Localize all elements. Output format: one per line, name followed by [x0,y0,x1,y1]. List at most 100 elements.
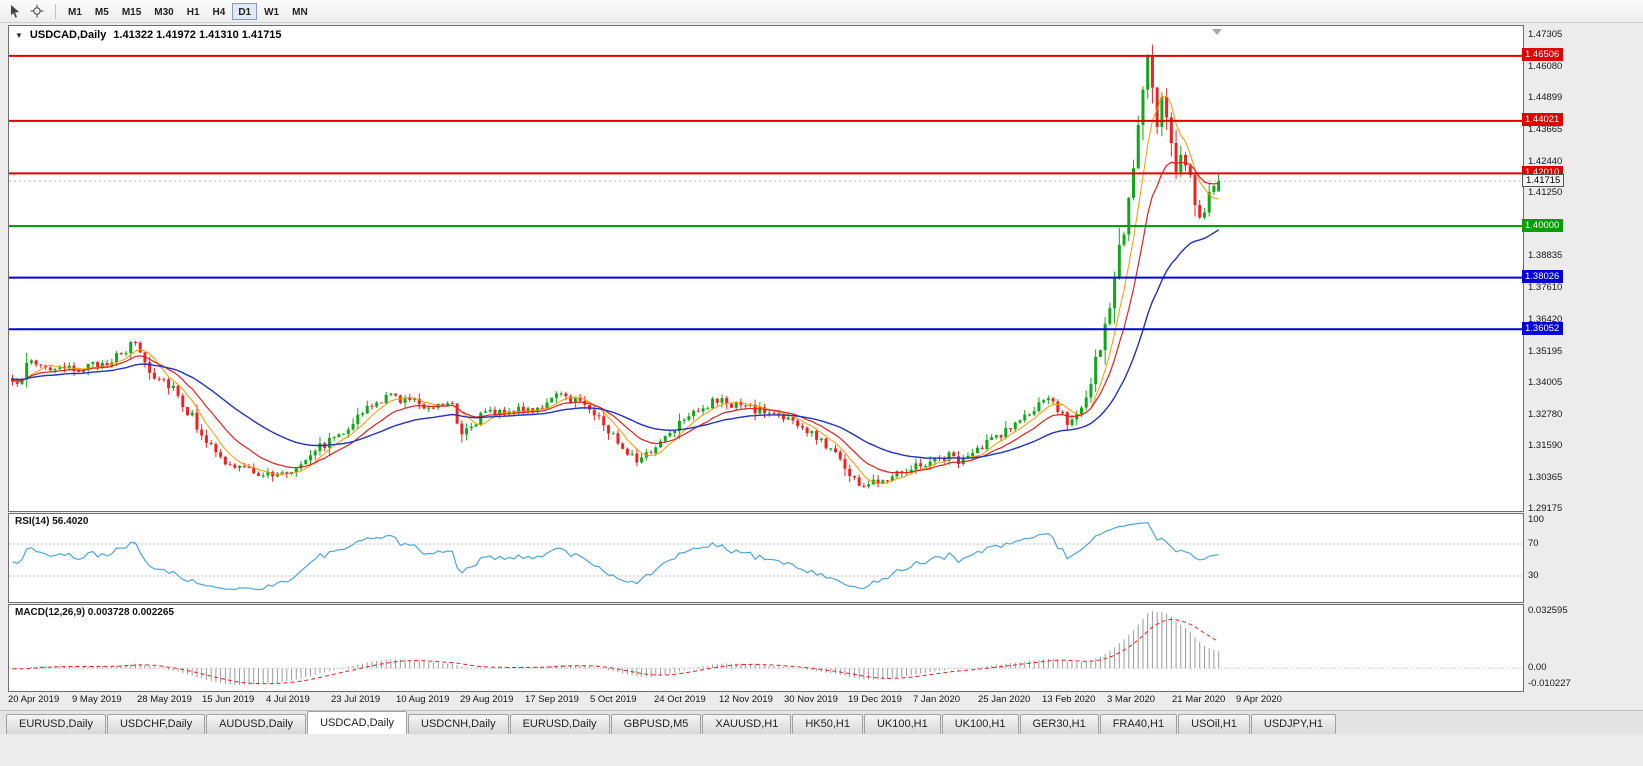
timeframe-m30[interactable]: M30 [154,6,174,18]
date-label: 19 Dec 2019 [848,694,902,705]
chart-tab-usdchf-daily[interactable]: USDCHF,Daily [106,714,206,734]
macd-label: MACD(12,26,9) 0.003728 0.002265 [15,607,174,618]
price-chart-canvas[interactable] [9,26,1523,511]
chart-dropdown-caret-icon[interactable]: ▼ [15,30,23,40]
timeframe-mn[interactable]: MN [292,6,308,18]
date-label: 28 May 2019 [137,694,192,705]
rsi-canvas[interactable] [9,514,1523,602]
price-axis-label: 1.37610 [1528,282,1563,294]
crosshair-icon[interactable] [27,2,47,20]
price-axis[interactable]: 1.47305 1.46080 1.44899 1.43665 1.42440 1.412… [1522,25,1642,514]
price-axis-label: 1.32780 [1528,408,1563,420]
chart-tab-fra40-h1[interactable]: FRA40,H1 [1099,714,1178,734]
ma-34-line [12,229,1220,460]
chart-tab-gbpusd-m5[interactable]: GBPUSD,M5 [610,714,702,734]
chart-tab-usdcad-daily[interactable]: USDCAD,Daily [307,711,408,734]
macd-axis-label: -0.010227 [1528,678,1571,689]
price-axis-label: 1.36420 [1528,313,1563,325]
date-axis[interactable]: 20 Apr 2019 9 May 2019 28 May 2019 15 Jun 2… [0,691,1643,709]
chart-shift-marker-icon[interactable] [1212,29,1222,35]
date-label: 4 Jul 2019 [266,694,310,705]
price-axis-label: 1.43665 [1528,124,1563,136]
date-label: 20 Apr 2019 [8,694,60,705]
date-label: 7 Jan 2020 [913,694,961,705]
price-axis-label: 1.41250 [1528,187,1563,199]
timeframe-h1[interactable]: H1 [186,6,200,18]
chart-symbol: USDCAD,Daily [29,29,107,41]
rsi-label: RSI(14) 56.4020 [15,516,89,527]
date-label: 13 Feb 2020 [1042,694,1096,705]
chart-tab-uk100-h1[interactable]: UK100,H1 [941,714,1019,734]
price-axis-label: 1.29175 [1528,503,1563,514]
chart-ohlc: 1.41322 1.41972 1.41310 1.41715 [113,29,282,41]
timeframe-m1[interactable]: M1 [68,6,82,18]
rsi-axis-label: 100 [1528,514,1544,525]
timeframe-m15[interactable]: M15 [121,6,142,18]
date-label: 17 Sep 2019 [525,694,579,705]
date-label: 24 Oct 2019 [654,694,706,705]
macd-axis: 0.032595 0.00 -0.010227 [1522,604,1642,690]
price-tag-1.46506: 1.46506 [1522,48,1563,62]
rsi-line [12,521,1219,591]
chart-tab-usdjpy-h1[interactable]: USDJPY,H1 [1250,714,1337,734]
date-label: 10 Aug 2019 [396,694,450,705]
toolbar-separator [55,3,56,19]
macd-axis-label: 0.032595 [1528,605,1568,616]
price-axis-label: 1.31590 [1528,439,1563,451]
price-axis-label: 1.46080 [1528,61,1563,73]
chart-tabbar: EURUSD,Daily USDCHF,Daily AUDUSD,Daily USDC… [0,710,1643,734]
price-axis-label: 1.44899 [1528,91,1563,103]
chart-tab-eurusd-daily[interactable]: EURUSD,Daily [6,714,106,734]
macd-axis-label: 0.00 [1528,662,1547,674]
date-label: 9 Apr 2020 [1236,694,1282,705]
price-tag-1.40000: 1.40000 [1522,218,1563,232]
candles [11,44,1221,489]
timeframe-m5[interactable]: M5 [94,6,109,18]
price-tag-1.44021: 1.44021 [1522,113,1563,127]
chart-tab-uk100-h1[interactable]: UK100,H1 [863,714,941,734]
date-label: 3 Mar 2020 [1107,694,1156,705]
ma-6-line [12,95,1219,484]
price-axis-label: 1.35195 [1528,345,1563,357]
rsi-axis-label: 30 [1528,570,1539,581]
macd-canvas[interactable] [9,605,1523,691]
timeframe-h4[interactable]: H4 [212,6,226,18]
price-axis-label: 1.38835 [1528,250,1563,262]
rsi-axis-label: 70 [1528,538,1539,549]
chart-tab-xauusd-h1[interactable]: XAUUSD,H1 [702,714,792,734]
chart-tab-hk50-h1[interactable]: HK50,H1 [792,714,863,734]
chart-tab-audusd-daily[interactable]: AUDUSD,Daily [206,714,307,734]
date-label: 15 Jun 2019 [202,694,255,705]
date-label: 30 Nov 2019 [784,694,838,705]
price-tag-1.38026: 1.38026 [1522,270,1563,284]
chart-title: ▼ USDCAD,Daily 1.41322 1.41972 1.41310 1… [15,29,282,41]
price-axis-label: 1.34005 [1528,376,1563,388]
toolbar: M1 M5 M15 M30 H1 H4 D1 W1 MN [0,0,1643,23]
rsi-panel[interactable]: RSI(14) 56.4020 [8,513,1524,603]
date-label: 23 Jul 2019 [331,694,381,705]
chart-tab-eurusd-daily[interactable]: EURUSD,Daily [509,714,610,734]
main-chart-panel[interactable]: ▼ USDCAD,Daily 1.41322 1.41972 1.41310 1… [8,25,1524,512]
date-label: 25 Jan 2020 [978,694,1031,705]
price-tag-1.36052: 1.36052 [1522,321,1563,335]
timeframe-toolbar: M1 M5 M15 M30 H1 H4 D1 W1 MN [62,2,315,20]
macd-signal-line [12,618,1219,685]
macd-panel[interactable]: MACD(12,26,9) 0.003728 0.002265 [8,604,1524,692]
timeframe-d1[interactable]: D1 [232,2,258,20]
cursor-icon[interactable] [5,2,25,20]
date-label: 9 May 2019 [72,694,122,705]
price-axis-label: 1.47305 [1528,29,1563,40]
price-axis-label: 1.42440 [1528,156,1563,168]
date-label: 21 Mar 2020 [1172,694,1226,705]
chart-tab-ger30-h1[interactable]: GER30,H1 [1019,714,1099,734]
date-label: 5 Oct 2019 [590,694,637,705]
chart-tab-usoil-h1[interactable]: USOil,H1 [1178,714,1250,734]
chart-tab-usdcnh-daily[interactable]: USDCNH,Daily [408,714,509,734]
macd-histogram [12,611,1220,685]
price-axis-label: 1.30365 [1528,471,1563,483]
rsi-axis: 100 70 30 [1522,513,1642,601]
current-price-tag: 1.41715 [1522,173,1565,187]
date-label: 29 Aug 2019 [460,694,514,705]
timeframe-w1[interactable]: W1 [264,6,280,18]
ma-13-line [12,161,1219,474]
